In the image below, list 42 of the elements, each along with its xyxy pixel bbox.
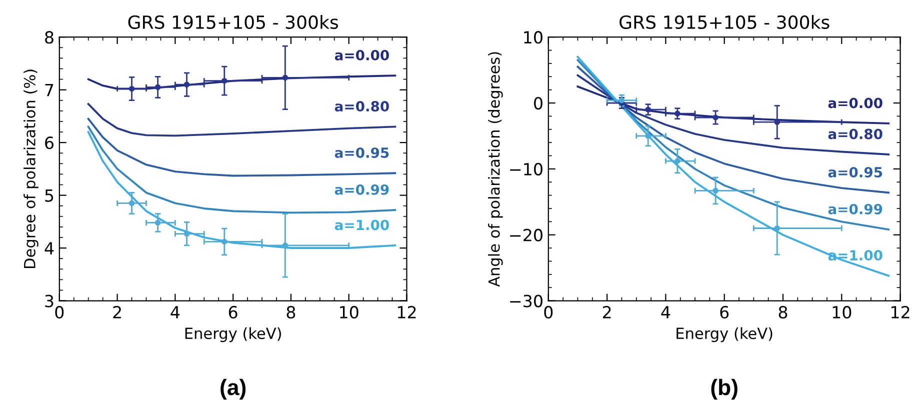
series-label: a=0.99 — [334, 184, 389, 195]
y-tick-label: −30 — [510, 294, 542, 308]
y-tick-label: 8 — [45, 31, 54, 44]
y-tick-label: −10 — [510, 162, 542, 176]
x-tick-label: 12 — [398, 306, 416, 318]
x-tick-label: 0 — [544, 306, 553, 319]
x-tick-label: 10 — [832, 306, 852, 319]
x-tick-label: 2 — [602, 306, 611, 318]
x-axis-title: Energy (keV) — [676, 327, 772, 342]
series-label: a=0.80 — [828, 128, 882, 140]
y-axis-title: Angle of polarization (degrees) — [488, 52, 503, 287]
x-tick-label: 8 — [778, 306, 788, 319]
y-tick-label: 3 — [45, 294, 54, 308]
chart-title: GRS 1915+105 - 300ks — [620, 15, 830, 30]
x-tick-label: 4 — [661, 306, 670, 318]
x-tick-label: 12 — [892, 306, 910, 318]
series-label: a=0.00 — [828, 98, 882, 108]
x-tick-label: 6 — [720, 306, 729, 319]
y-axis-title: Degree of polarization (%) — [24, 70, 38, 268]
chart-title: GRS 1915+105 - 300ks — [128, 15, 338, 30]
x-tick-label: 4 — [170, 306, 180, 318]
series-label: a=1.00 — [334, 220, 389, 230]
x-axis-title: Energy (keV) — [185, 327, 281, 342]
y-tick-label: 0 — [534, 96, 542, 110]
x-tick-label: 0 — [55, 306, 64, 319]
y-tick-label: 5 — [45, 189, 54, 202]
y-tick-label: 7 — [45, 84, 54, 96]
series-label: a=0.00 — [334, 50, 389, 60]
series-label: a=0.95 — [828, 166, 882, 178]
text: (b) — [711, 378, 738, 400]
series-label: a=0.80 — [334, 101, 389, 112]
x-tick-label: 6 — [228, 306, 238, 319]
text: (a) — [220, 378, 246, 400]
series-label: a=0.99 — [828, 204, 882, 214]
x-tick-label: 2 — [113, 306, 121, 318]
series-label: a=0.95 — [334, 147, 389, 158]
y-tick-label: 4 — [44, 242, 54, 254]
y-tick-label: 6 — [45, 136, 54, 150]
y-tick-label: −20 — [510, 228, 542, 242]
x-tick-label: 8 — [286, 306, 296, 319]
y-tick-label: 10 — [524, 31, 542, 44]
x-tick-label: 10 — [340, 306, 358, 319]
